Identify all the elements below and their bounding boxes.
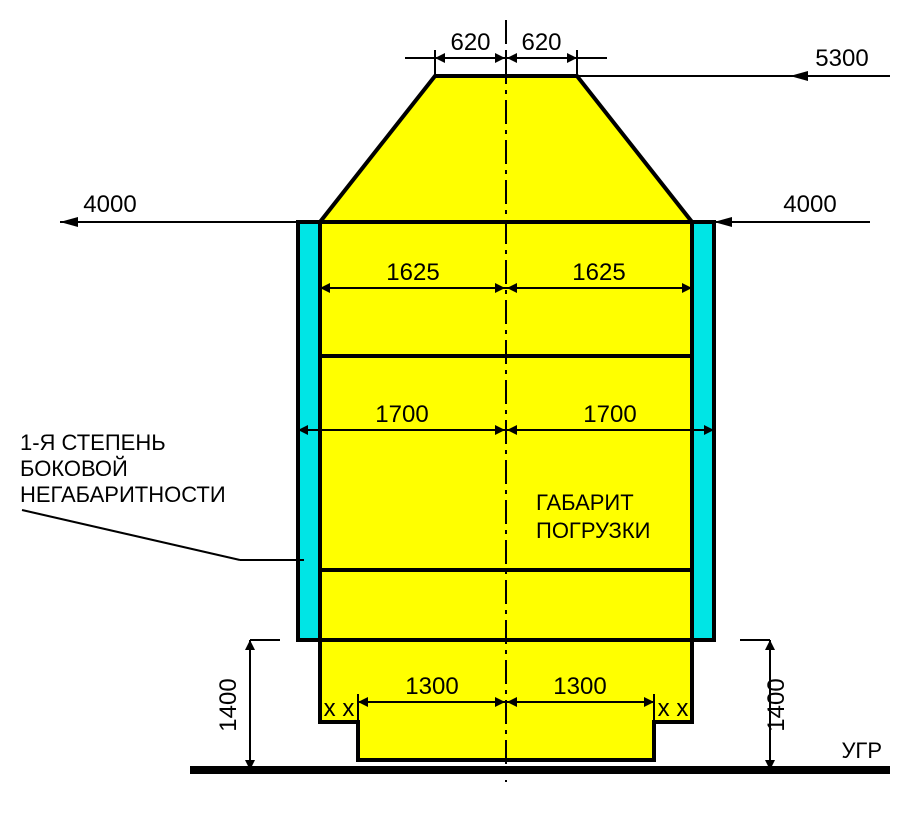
dim-4000-right: 4000 (783, 191, 836, 218)
dim-620-left: 620 (450, 29, 490, 56)
dim-1400-right: 1400 (763, 678, 790, 731)
dim-1300-left: 1300 (405, 673, 458, 700)
dim-1400-left: 1400 (215, 678, 242, 731)
label-left-2: БОКОВОЙ (20, 456, 128, 481)
ugr-label: УГР (841, 738, 882, 763)
xx-right: x x (658, 695, 689, 722)
dim-620-right: 620 (521, 29, 561, 56)
dim-1700-left: 1700 (375, 401, 428, 428)
dim-1300-right: 1300 (553, 673, 606, 700)
label-right-2: ПОГРУЗКИ (536, 518, 650, 543)
label-left-1: 1-Я СТЕПЕНЬ (20, 430, 166, 455)
label-right-1: ГАБАРИТ (536, 490, 634, 515)
dim-4000-left: 4000 (83, 191, 136, 218)
dim-1625-right: 1625 (572, 259, 625, 286)
dim-1700-right: 1700 (583, 401, 636, 428)
dim-5300: 5300 (815, 45, 868, 72)
xx-left: x x (324, 695, 355, 722)
dim-1625-left: 1625 (386, 259, 439, 286)
label-left-3: НЕГАБАРИТНОСТИ (20, 482, 226, 507)
